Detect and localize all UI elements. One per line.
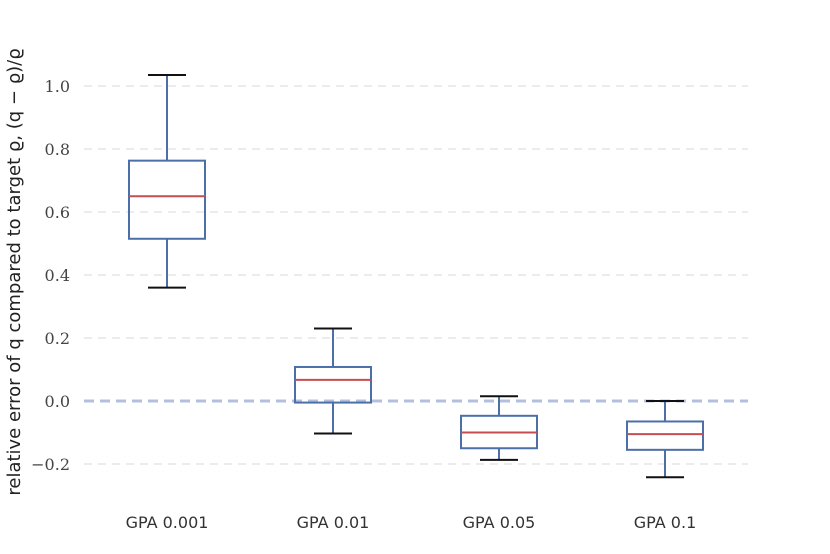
iqr-box bbox=[128, 159, 206, 240]
y-tick-label: −0.2 bbox=[31, 455, 70, 474]
x-axis-categories: GPA 0.001 GPA 0.01 GPA 0.05 GPA 0.1 bbox=[126, 513, 697, 532]
y-tick-label: 1.0 bbox=[45, 77, 70, 96]
x-category-label: GPA 0.1 bbox=[634, 513, 697, 532]
iqr-box bbox=[294, 365, 372, 404]
grid-lines bbox=[84, 85, 748, 465]
x-category-label: GPA 0.01 bbox=[297, 513, 370, 532]
box-group bbox=[626, 400, 704, 479]
x-category-label: GPA 0.05 bbox=[463, 513, 536, 532]
y-tick-label: 0.4 bbox=[45, 266, 70, 285]
boxes bbox=[128, 73, 704, 479]
box-group bbox=[460, 395, 538, 461]
y-axis-ticks: −0.2 0.0 0.2 0.4 0.6 0.8 1.0 bbox=[31, 77, 70, 474]
box-group bbox=[128, 73, 206, 289]
y-tick-label: 0.8 bbox=[45, 140, 70, 159]
box-group bbox=[294, 327, 372, 435]
y-axis-label: relative error of q compared to target ϱ… bbox=[4, 48, 25, 495]
y-tick-label: 0.2 bbox=[45, 329, 70, 348]
y-tick-label: 0.6 bbox=[45, 203, 70, 222]
iqr-box bbox=[626, 420, 704, 451]
y-tick-label: 0.0 bbox=[45, 392, 70, 411]
x-category-label: GPA 0.001 bbox=[126, 513, 209, 532]
